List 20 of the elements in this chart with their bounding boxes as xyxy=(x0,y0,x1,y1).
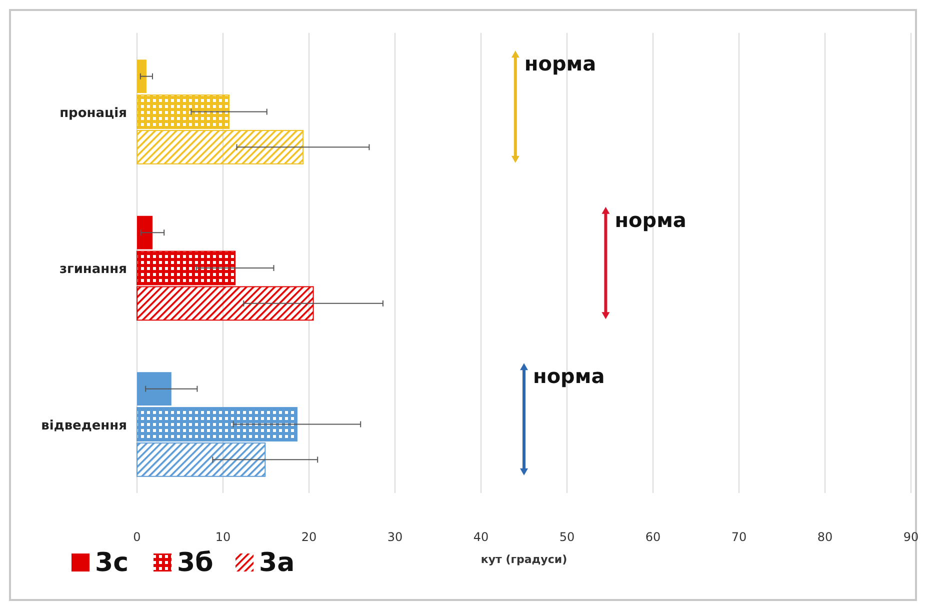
x-tick-label: 20 xyxy=(301,530,317,544)
ref-line-label: норма xyxy=(524,52,596,76)
y-tick-label: згинання xyxy=(59,262,127,277)
x-tick-label: 90 xyxy=(903,530,919,544)
x-tick-label: 0 xyxy=(133,530,141,544)
y-tick-label: пронація xyxy=(60,106,127,121)
legend-label: 3с xyxy=(95,548,129,578)
legend-label: 3б xyxy=(177,548,214,578)
x-tick-label: 70 xyxy=(731,530,747,544)
x-tick-label: 60 xyxy=(645,530,661,544)
ref-line-label: норма xyxy=(533,364,605,388)
y-tick-label: відведення xyxy=(41,418,127,434)
x-tick-label: 40 xyxy=(473,530,489,544)
x-tick-label: 50 xyxy=(559,530,575,544)
x-axis-title: кут (градуси) xyxy=(480,553,568,566)
x-tick-label: 10 xyxy=(215,530,231,544)
x-tick-label: 80 xyxy=(817,530,833,544)
x-tick-label: 30 xyxy=(387,530,403,544)
ref-line-label: норма xyxy=(614,208,686,232)
legend-label: 3а xyxy=(259,548,295,578)
